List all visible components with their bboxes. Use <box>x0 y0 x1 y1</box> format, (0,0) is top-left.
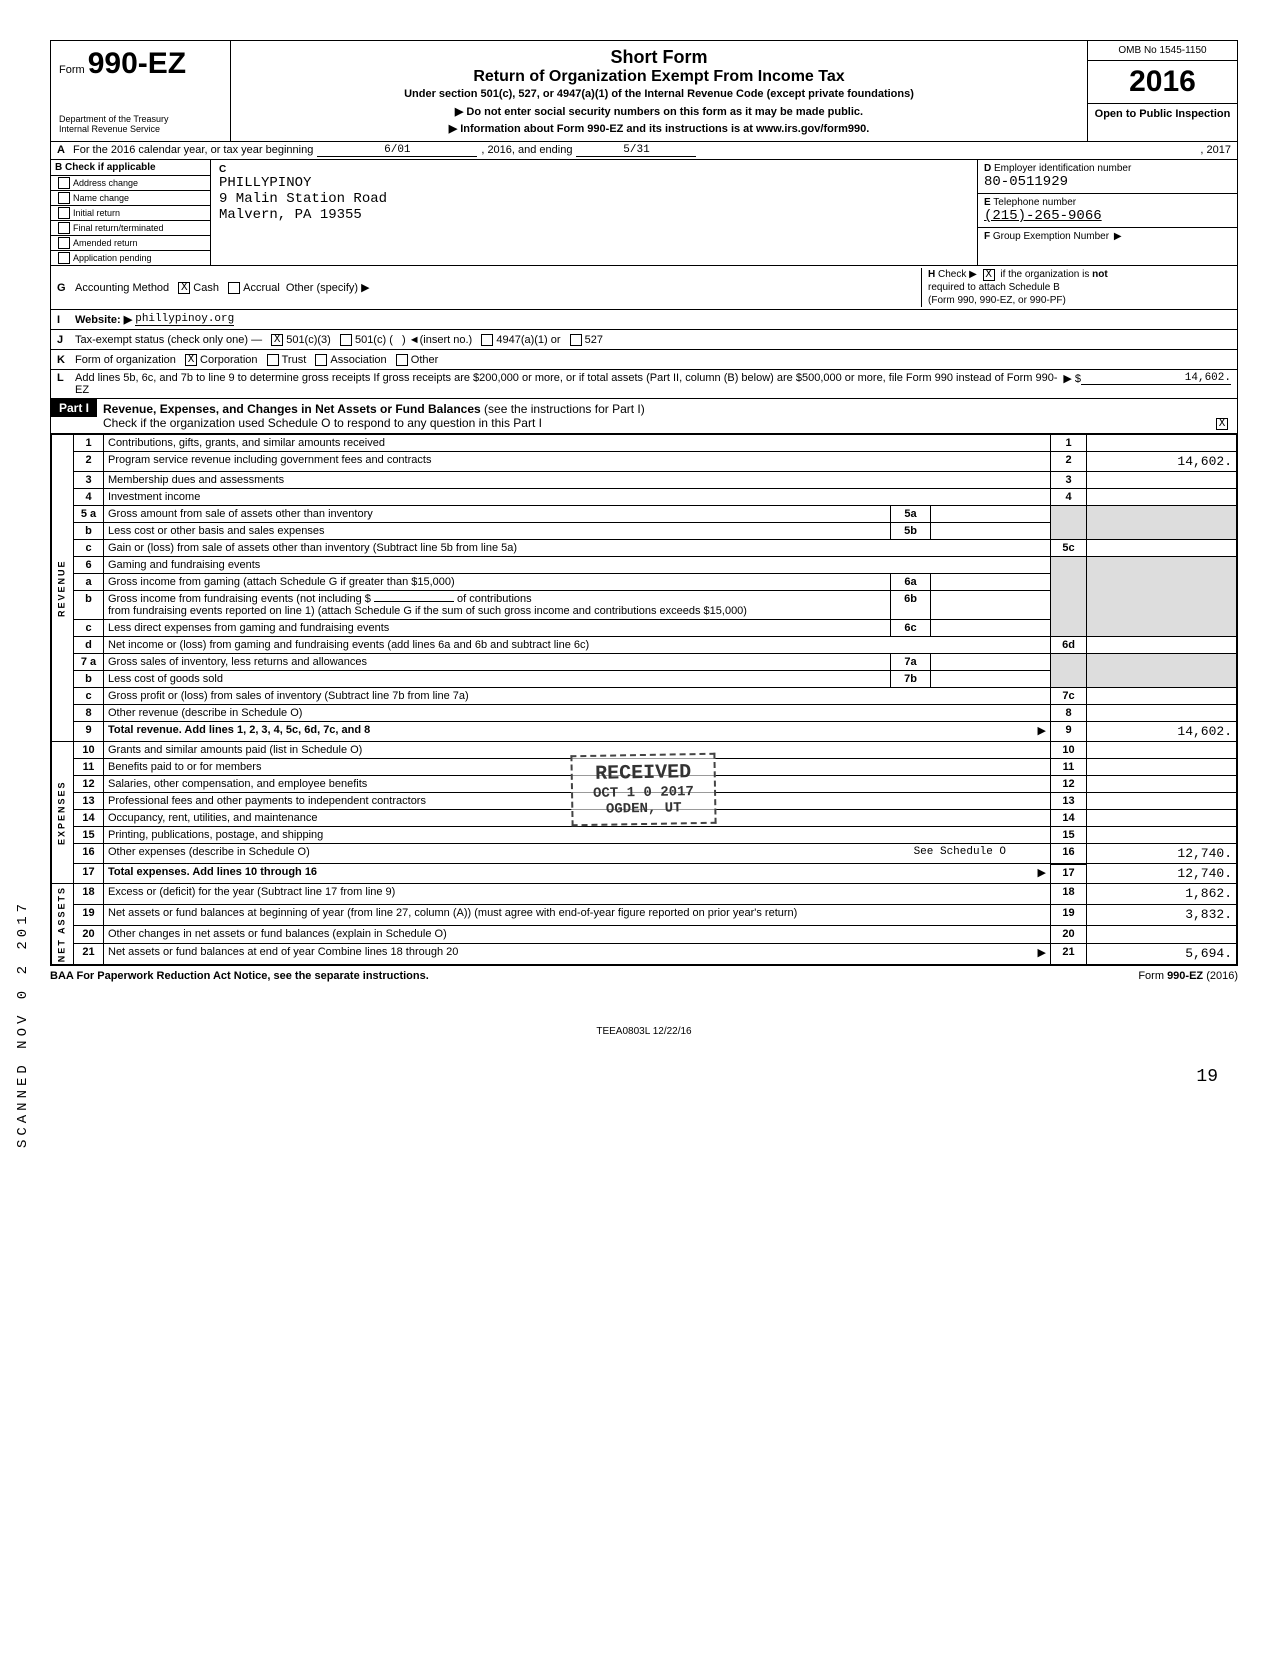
chk-4947[interactable] <box>481 334 493 346</box>
f-label: Group Exemption Number <box>993 231 1109 242</box>
row-a-tax-year: A For the 2016 calendar year, or tax yea… <box>51 142 1237 160</box>
tax-year: 2016 <box>1088 61 1237 104</box>
section-bcdef: B Check if applicable Address change Nam… <box>51 160 1237 266</box>
chk-part1-schedo[interactable]: X <box>1216 418 1228 430</box>
side-net-assets: NET ASSETS <box>52 884 74 965</box>
row-i: I Website: ▶ phillypinoy.org <box>51 310 1237 330</box>
g-label: Accounting Method <box>75 282 169 294</box>
chk-address-change[interactable] <box>58 177 70 189</box>
chk-cash[interactable]: X <box>178 282 190 294</box>
subtitle: Under section 501(c), 527, or 4947(a)(1)… <box>241 88 1077 101</box>
chk-corp[interactable]: X <box>185 354 197 366</box>
chk-501c[interactable] <box>340 334 352 346</box>
chk-app-pending[interactable] <box>58 252 70 264</box>
dept-label: Department of the Treasury Internal Reve… <box>59 115 222 135</box>
org-address-2: Malvern, PA 19355 <box>219 207 969 223</box>
form-number: Form 990-EZ <box>59 47 222 81</box>
phone-value: (215)-265-9066 <box>984 208 1102 224</box>
bullet-1: ▶ Do not enter social security numbers o… <box>241 105 1077 118</box>
chk-527[interactable] <box>570 334 582 346</box>
open-to-public: Open to Public Inspection <box>1088 104 1237 125</box>
l-text: Add lines 5b, 6c, and 7b to line 9 to de… <box>75 372 1063 396</box>
title-short-form: Short Form <box>241 47 1077 68</box>
form-header: Form 990-EZ Department of the Treasury I… <box>51 41 1237 142</box>
chk-501c3[interactable]: X <box>271 334 283 346</box>
scan-margin-stamp: SCANNED NOV 0 2 2017 <box>15 900 31 1148</box>
year-begin[interactable]: 6/01 <box>317 144 477 157</box>
row-k: K Form of organization XCorporation Trus… <box>51 350 1237 370</box>
chk-initial-return[interactable] <box>58 207 70 219</box>
side-expenses: EXPENSES <box>52 742 74 884</box>
j-label: Tax-exempt status (check only one) — <box>75 334 262 346</box>
page-number: 19 <box>50 1037 1238 1087</box>
k-label: Form of organization <box>75 354 176 366</box>
chk-name-change[interactable] <box>58 192 70 204</box>
form-990ez: Form 990-EZ Department of the Treasury I… <box>50 40 1238 966</box>
org-name: PHILLYPINOY <box>219 175 969 191</box>
received-stamp: RECEIVED OCT 1 0 2017 OGDEN, UT <box>570 753 716 827</box>
chk-other[interactable] <box>396 354 408 366</box>
part-1-label: Part I <box>51 399 97 417</box>
ein-value: 80-0511929 <box>984 174 1068 190</box>
b-header: Check if applicable <box>65 162 156 173</box>
c-letter: C <box>219 164 969 175</box>
footer: BAA For Paperwork Reduction Act Notice, … <box>50 966 1238 986</box>
l-arrow: ▶ $ <box>1063 372 1081 385</box>
chk-accrual[interactable] <box>228 282 240 294</box>
title-return: Return of Organization Exempt From Incom… <box>241 68 1077 86</box>
chk-trust[interactable] <box>267 354 279 366</box>
l-value: 14,602. <box>1081 372 1231 385</box>
chk-h[interactable]: X <box>983 269 995 281</box>
row-l: L Add lines 5b, 6c, and 7b to line 9 to … <box>51 370 1237 399</box>
omb-number: OMB No 1545-1150 <box>1088 41 1237 61</box>
side-revenue: REVENUE <box>52 435 74 742</box>
d-label: Employer identification number <box>994 163 1131 174</box>
bullet-2: ▶ Information about Form 990-EZ and its … <box>241 122 1077 135</box>
i-label: Website: ▶ <box>75 313 132 326</box>
chk-assoc[interactable] <box>315 354 327 366</box>
part1-grid: REVENUE 1Contributions, gifts, grants, a… <box>51 434 1237 965</box>
footer-code: TEEA0803L 12/22/16 <box>50 986 1238 1037</box>
website-value: phillypinoy.org <box>135 313 234 326</box>
e-label: Telephone number <box>993 197 1076 208</box>
f-arrow: ▶ <box>1114 231 1122 242</box>
footer-baa: BAA For Paperwork Reduction Act Notice, … <box>50 970 429 982</box>
chk-amended[interactable] <box>58 237 70 249</box>
org-address-1: 9 Malin Station Road <box>219 191 969 207</box>
year-end[interactable]: 5/31 <box>576 144 696 157</box>
footer-form: Form 990-EZ (2016) <box>1138 970 1238 982</box>
row-g-h: G Accounting Method XCash Accrual Other … <box>51 266 1237 310</box>
chk-final-return[interactable] <box>58 222 70 234</box>
part-1-header: Part I Revenue, Expenses, and Changes in… <box>51 399 1237 434</box>
row-j: J Tax-exempt status (check only one) — X… <box>51 330 1237 350</box>
